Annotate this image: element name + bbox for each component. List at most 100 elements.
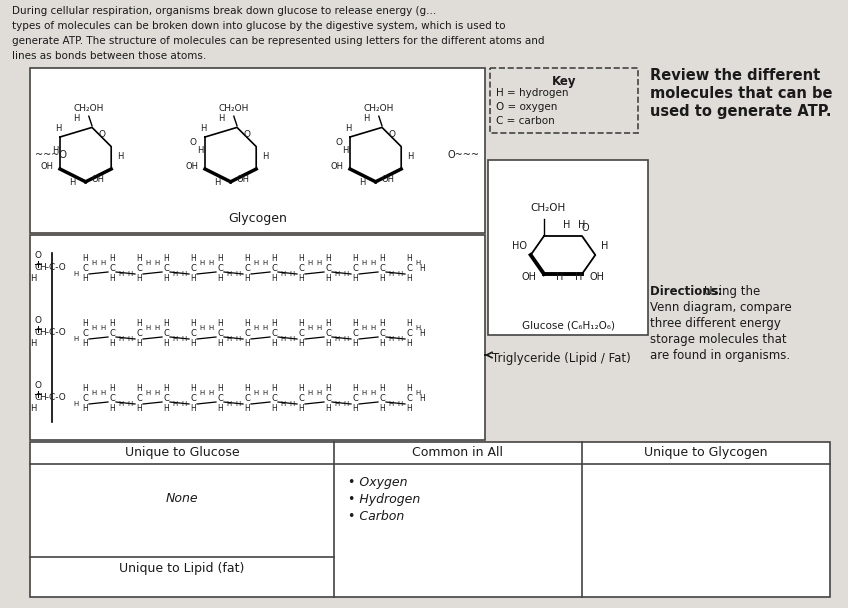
Text: H: H bbox=[371, 260, 376, 266]
Text: O~~~: O~~~ bbox=[448, 150, 480, 160]
Text: H: H bbox=[398, 401, 403, 407]
Text: C: C bbox=[109, 394, 115, 403]
Text: C: C bbox=[352, 264, 358, 273]
Text: H: H bbox=[271, 339, 277, 348]
Text: H: H bbox=[199, 325, 204, 331]
Text: C: C bbox=[109, 264, 115, 273]
Text: H: H bbox=[601, 241, 609, 251]
Text: H: H bbox=[217, 339, 223, 348]
Text: H: H bbox=[316, 325, 321, 331]
Bar bbox=[490, 68, 638, 133]
Text: H-C-O: H-C-O bbox=[39, 393, 65, 402]
Text: H: H bbox=[388, 336, 393, 342]
Text: H: H bbox=[325, 274, 331, 283]
Text: H: H bbox=[298, 274, 304, 283]
Text: H-C-O: H-C-O bbox=[39, 263, 65, 272]
Text: H: H bbox=[200, 123, 207, 133]
Text: O: O bbox=[243, 130, 250, 139]
Text: C: C bbox=[217, 264, 223, 273]
Text: C: C bbox=[379, 394, 385, 403]
Text: H: H bbox=[361, 325, 366, 331]
Text: C: C bbox=[271, 394, 277, 403]
Text: H: H bbox=[388, 401, 393, 407]
Text: H: H bbox=[163, 319, 169, 328]
Text: H: H bbox=[406, 339, 412, 348]
Text: H: H bbox=[406, 274, 412, 283]
Text: C: C bbox=[217, 329, 223, 338]
Text: H: H bbox=[371, 390, 376, 396]
Text: C: C bbox=[406, 264, 412, 273]
Text: • Hydrogen: • Hydrogen bbox=[348, 493, 421, 506]
Text: OH: OH bbox=[41, 162, 53, 171]
Text: C: C bbox=[163, 264, 169, 273]
Text: C: C bbox=[35, 263, 41, 272]
Text: H: H bbox=[298, 319, 304, 328]
Text: H: H bbox=[298, 339, 304, 348]
Text: OH: OH bbox=[237, 175, 250, 184]
Text: H: H bbox=[406, 404, 412, 413]
Text: O: O bbox=[35, 381, 42, 390]
Text: H: H bbox=[55, 123, 62, 133]
Text: H: H bbox=[343, 401, 349, 407]
Text: H: H bbox=[92, 325, 97, 331]
Text: H: H bbox=[154, 260, 159, 266]
Text: H: H bbox=[226, 336, 232, 342]
Text: H: H bbox=[379, 319, 385, 328]
Text: H: H bbox=[137, 319, 142, 328]
Text: H: H bbox=[163, 254, 169, 263]
Text: O: O bbox=[335, 138, 342, 147]
Text: H: H bbox=[172, 336, 177, 342]
Text: H: H bbox=[379, 404, 385, 413]
Text: C: C bbox=[271, 329, 277, 338]
Text: HO: HO bbox=[512, 241, 527, 251]
Text: Unique to Lipid (fat): Unique to Lipid (fat) bbox=[120, 562, 245, 575]
Text: C = carbon: C = carbon bbox=[496, 116, 555, 126]
Text: H = hydrogen: H = hydrogen bbox=[496, 88, 568, 98]
Text: C: C bbox=[217, 394, 223, 403]
Text: H: H bbox=[325, 254, 331, 263]
Text: Unique to Glucose: Unique to Glucose bbox=[125, 446, 239, 459]
Text: H: H bbox=[419, 264, 425, 273]
Text: H: H bbox=[298, 384, 304, 393]
Text: C: C bbox=[82, 394, 88, 403]
Text: H: H bbox=[137, 254, 142, 263]
Text: H: H bbox=[325, 339, 331, 348]
Text: C: C bbox=[325, 264, 331, 273]
Text: C: C bbox=[244, 394, 250, 403]
Text: OH: OH bbox=[331, 162, 343, 171]
Text: H: H bbox=[82, 339, 88, 348]
Text: C: C bbox=[109, 329, 115, 338]
Text: OH: OH bbox=[186, 162, 198, 171]
Text: H: H bbox=[197, 146, 204, 155]
Text: H: H bbox=[92, 390, 97, 396]
Text: H: H bbox=[316, 260, 321, 266]
Text: H: H bbox=[100, 260, 106, 266]
Text: H: H bbox=[244, 319, 250, 328]
Text: C: C bbox=[163, 394, 169, 403]
Text: H: H bbox=[406, 319, 412, 328]
Text: H: H bbox=[154, 390, 159, 396]
Text: H: H bbox=[199, 390, 204, 396]
Text: H: H bbox=[352, 384, 358, 393]
Text: H: H bbox=[163, 404, 169, 413]
Text: H: H bbox=[271, 384, 277, 393]
Text: Review the different: Review the different bbox=[650, 68, 820, 83]
Text: H: H bbox=[289, 401, 294, 407]
Text: storage molecules that: storage molecules that bbox=[650, 333, 787, 346]
Text: Venn diagram, compare: Venn diagram, compare bbox=[650, 301, 792, 314]
Text: H: H bbox=[307, 325, 313, 331]
Text: CH₂OH: CH₂OH bbox=[74, 105, 104, 114]
Text: C: C bbox=[352, 394, 358, 403]
Text: H: H bbox=[334, 336, 340, 342]
Text: H: H bbox=[281, 336, 286, 342]
Text: H: H bbox=[271, 274, 277, 283]
Text: Directions:: Directions: bbox=[650, 285, 727, 298]
Text: H: H bbox=[388, 271, 393, 277]
Text: H: H bbox=[416, 390, 421, 396]
Text: C: C bbox=[190, 394, 196, 403]
Text: C: C bbox=[325, 394, 331, 403]
Text: C: C bbox=[136, 264, 142, 273]
Text: H: H bbox=[172, 401, 177, 407]
Text: H: H bbox=[342, 146, 349, 155]
Text: H: H bbox=[118, 153, 124, 161]
